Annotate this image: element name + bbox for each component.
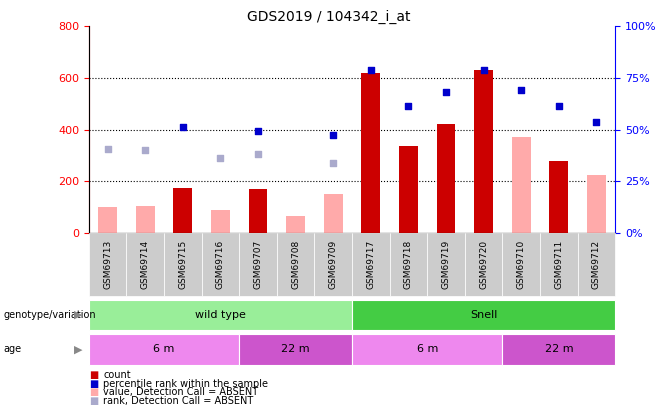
Bar: [324, 194, 343, 233]
Text: GSM69711: GSM69711: [554, 240, 563, 289]
Point: [178, 124, 188, 130]
Point: [328, 160, 338, 166]
Text: ▶: ▶: [74, 344, 82, 354]
Text: value, Detection Call = ABSENT: value, Detection Call = ABSENT: [103, 388, 259, 397]
Text: 22 m: 22 m: [545, 344, 573, 354]
Text: GSM69709: GSM69709: [329, 240, 338, 289]
Bar: [549, 160, 569, 233]
Bar: [587, 175, 606, 233]
Point: [553, 103, 564, 110]
Text: GSM69714: GSM69714: [141, 240, 150, 289]
Text: GSM69718: GSM69718: [404, 240, 413, 289]
Text: GSM69715: GSM69715: [178, 240, 188, 289]
Text: ■: ■: [89, 370, 98, 379]
Text: count: count: [103, 370, 131, 379]
Bar: [136, 206, 155, 233]
Bar: [98, 207, 117, 233]
Text: percentile rank within the sample: percentile rank within the sample: [103, 379, 268, 388]
Point: [403, 103, 414, 110]
Text: 6 m: 6 m: [153, 344, 175, 354]
Text: GSM69708: GSM69708: [291, 240, 300, 289]
Text: GSM69720: GSM69720: [479, 240, 488, 289]
Text: ■: ■: [89, 388, 98, 397]
Point: [441, 89, 451, 96]
Point: [103, 146, 113, 152]
Bar: [249, 189, 267, 233]
Text: 6 m: 6 m: [417, 344, 438, 354]
Bar: [512, 137, 530, 233]
Text: GSM69707: GSM69707: [253, 240, 263, 289]
Text: Snell: Snell: [470, 310, 497, 320]
Bar: [361, 73, 380, 233]
Text: GSM69710: GSM69710: [517, 240, 526, 289]
Point: [516, 86, 526, 93]
Bar: [286, 216, 305, 233]
Text: rank, Detection Call = ABSENT: rank, Detection Call = ABSENT: [103, 396, 253, 405]
Text: ■: ■: [89, 379, 98, 388]
Point: [253, 128, 263, 134]
Text: age: age: [3, 344, 22, 354]
Text: ▶: ▶: [74, 310, 82, 320]
Text: GDS2019 / 104342_i_at: GDS2019 / 104342_i_at: [247, 10, 411, 24]
Text: wild type: wild type: [195, 310, 246, 320]
Text: GSM69712: GSM69712: [592, 240, 601, 289]
Point: [328, 132, 338, 138]
Point: [478, 67, 489, 73]
Point: [366, 67, 376, 73]
Point: [591, 119, 601, 125]
Bar: [211, 210, 230, 233]
Text: GSM69716: GSM69716: [216, 240, 225, 289]
Text: GSM69713: GSM69713: [103, 240, 112, 289]
Bar: [474, 70, 493, 233]
Bar: [437, 124, 455, 233]
Text: GSM69719: GSM69719: [442, 240, 451, 289]
Point: [253, 151, 263, 158]
Bar: [399, 146, 418, 233]
Point: [215, 155, 226, 161]
Bar: [174, 188, 192, 233]
Text: 22 m: 22 m: [282, 344, 310, 354]
Text: GSM69717: GSM69717: [367, 240, 375, 289]
Text: ■: ■: [89, 396, 98, 405]
Point: [140, 147, 151, 153]
Text: genotype/variation: genotype/variation: [3, 310, 96, 320]
